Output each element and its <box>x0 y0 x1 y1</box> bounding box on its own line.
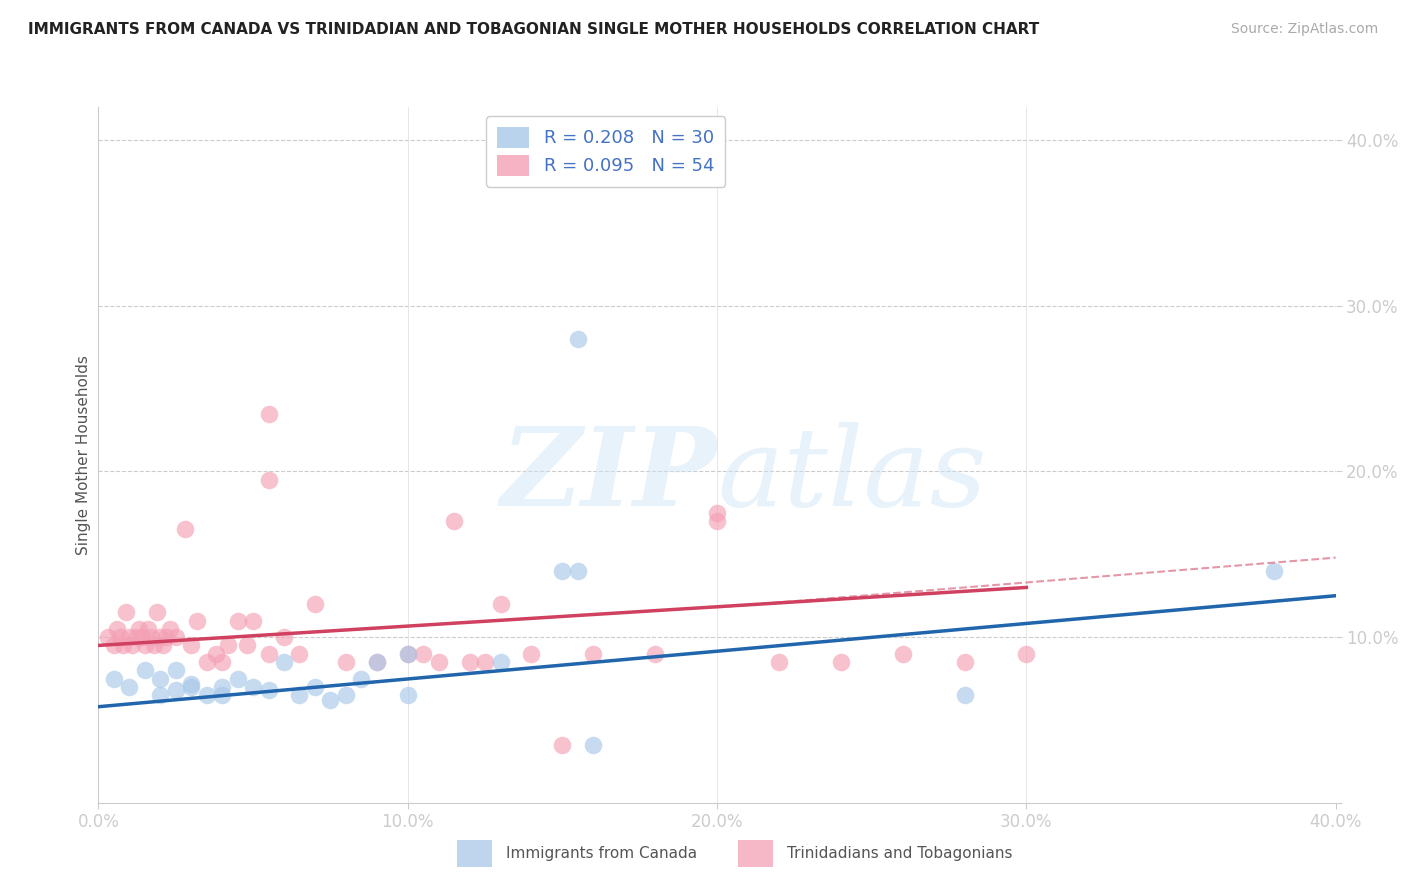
Point <box>273 630 295 644</box>
Point <box>551 738 574 752</box>
Point <box>121 639 143 653</box>
Point <box>706 506 728 520</box>
Point <box>118 680 141 694</box>
Point <box>288 688 311 702</box>
Point <box>335 655 357 669</box>
Point <box>257 407 280 421</box>
Text: Source: ZipAtlas.com: Source: ZipAtlas.com <box>1230 22 1378 37</box>
Point <box>644 647 666 661</box>
Point <box>165 630 187 644</box>
Point <box>136 622 159 636</box>
Point <box>335 688 357 702</box>
Point <box>567 564 589 578</box>
Point <box>242 614 264 628</box>
Text: atlas: atlas <box>717 422 987 530</box>
FancyBboxPatch shape <box>457 840 492 867</box>
Point <box>118 630 141 644</box>
Point <box>174 523 197 537</box>
Point <box>474 655 496 669</box>
Point <box>139 630 162 644</box>
Point <box>103 639 125 653</box>
Point <box>396 688 419 702</box>
Point <box>304 597 326 611</box>
Point <box>226 614 249 628</box>
Point <box>211 688 233 702</box>
Point <box>149 630 172 644</box>
Point <box>319 693 342 707</box>
Point <box>165 683 187 698</box>
Point <box>443 514 465 528</box>
Point <box>582 647 605 661</box>
Point <box>131 630 153 644</box>
Point <box>97 630 120 644</box>
Point <box>128 622 150 636</box>
Point <box>489 597 512 611</box>
Point <box>195 688 218 702</box>
Point <box>953 655 976 669</box>
Point <box>115 605 138 619</box>
Point <box>195 655 218 669</box>
Point <box>273 655 295 669</box>
Point <box>257 473 280 487</box>
Point <box>582 738 605 752</box>
Point <box>396 647 419 661</box>
Point <box>304 680 326 694</box>
Point <box>891 647 914 661</box>
Point <box>1263 564 1285 578</box>
Point <box>186 614 208 628</box>
Point <box>257 683 280 698</box>
Point <box>366 655 388 669</box>
Text: Trinidadians and Tobagonians: Trinidadians and Tobagonians <box>787 847 1012 861</box>
Point <box>211 655 233 669</box>
Point <box>217 639 239 653</box>
Point <box>180 680 202 694</box>
Point <box>149 688 172 702</box>
Point <box>105 622 128 636</box>
Point <box>706 514 728 528</box>
Text: ZIP: ZIP <box>501 422 717 530</box>
Point <box>551 564 574 578</box>
Point <box>205 647 228 661</box>
Point <box>180 639 202 653</box>
FancyBboxPatch shape <box>738 840 773 867</box>
Text: Immigrants from Canada: Immigrants from Canada <box>506 847 697 861</box>
Point <box>112 639 135 653</box>
Point <box>396 647 419 661</box>
Point <box>288 647 311 661</box>
Point <box>211 680 233 694</box>
Point <box>1015 647 1038 661</box>
Point <box>236 639 259 653</box>
Point <box>103 672 125 686</box>
Point <box>520 647 543 661</box>
Point <box>134 639 156 653</box>
Point <box>124 630 146 644</box>
Point <box>257 647 280 661</box>
Point <box>427 655 450 669</box>
Point <box>489 655 512 669</box>
Point <box>180 676 202 690</box>
Point <box>242 680 264 694</box>
Text: IMMIGRANTS FROM CANADA VS TRINIDADIAN AND TOBAGONIAN SINGLE MOTHER HOUSEHOLDS CO: IMMIGRANTS FROM CANADA VS TRINIDADIAN AN… <box>28 22 1039 37</box>
Point <box>412 647 434 661</box>
Point <box>350 672 373 686</box>
Point <box>134 663 156 677</box>
Point <box>155 630 177 644</box>
Point <box>953 688 976 702</box>
Point <box>226 672 249 686</box>
Point <box>108 630 131 644</box>
Legend: R = 0.208   N = 30, R = 0.095   N = 54: R = 0.208 N = 30, R = 0.095 N = 54 <box>486 116 725 186</box>
Point <box>458 655 481 669</box>
Y-axis label: Single Mother Households: Single Mother Households <box>76 355 91 555</box>
Point <box>146 605 169 619</box>
Point <box>165 663 187 677</box>
Point <box>159 622 181 636</box>
Point <box>366 655 388 669</box>
Point <box>152 639 174 653</box>
Point <box>149 672 172 686</box>
Point <box>567 332 589 346</box>
Point <box>143 639 166 653</box>
Point <box>768 655 790 669</box>
Point <box>830 655 852 669</box>
